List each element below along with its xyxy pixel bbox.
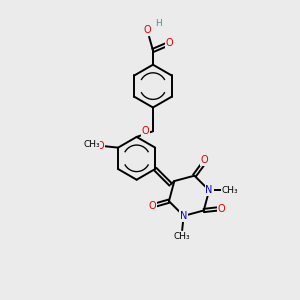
Text: O: O bbox=[142, 126, 149, 136]
Text: O: O bbox=[218, 204, 225, 214]
Text: N: N bbox=[206, 185, 213, 195]
Text: O: O bbox=[144, 25, 152, 35]
Text: N: N bbox=[180, 211, 187, 221]
Text: CH₃: CH₃ bbox=[174, 232, 190, 241]
Text: O: O bbox=[166, 38, 173, 48]
Text: O: O bbox=[96, 140, 104, 151]
Text: H: H bbox=[155, 19, 162, 28]
Text: CH₃: CH₃ bbox=[83, 140, 100, 149]
Text: CH₃: CH₃ bbox=[222, 186, 238, 195]
Text: O: O bbox=[200, 155, 208, 165]
Text: O: O bbox=[148, 201, 156, 211]
